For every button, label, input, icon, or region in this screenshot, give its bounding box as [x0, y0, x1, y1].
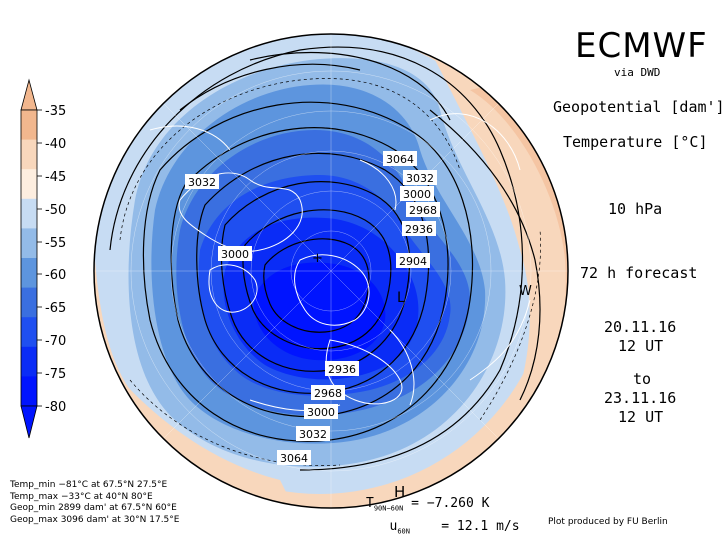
contour-label: 3064: [277, 450, 311, 465]
coastlines: [149, 113, 531, 411]
contour-label: 3064: [383, 151, 417, 166]
colorbar-cell: [21, 258, 37, 289]
field-temperature: Temperature [°C]: [563, 133, 708, 151]
svg-text:3000: 3000: [307, 406, 335, 419]
contour-label: 3000: [218, 246, 252, 261]
contour-label: 2936: [325, 361, 359, 376]
colorbar-tick-label: -80: [45, 400, 66, 415]
svg-text:2968: 2968: [409, 204, 437, 217]
svg-text:3032: 3032: [299, 428, 327, 441]
contour-label: 2968: [311, 385, 345, 400]
model-title: ECMWF: [575, 26, 708, 66]
temperature-field: [94, 34, 568, 508]
colorbar-tick-label: -50: [45, 203, 66, 218]
colorbar-cell: [21, 139, 37, 170]
low-marker: L: [397, 290, 405, 306]
colorbar: -35 -40 -45 -50 -55 -60 -65 -70 -75 -80: [20, 78, 66, 439]
pressure-level: 10 hPa: [608, 200, 663, 218]
colorbar-cell: [21, 376, 37, 407]
wind-diagnostic: u60N = 12.1 m/s: [366, 518, 520, 541]
colorbar-cell: [21, 317, 37, 348]
t-sub: 90N−60N: [373, 504, 404, 513]
colorbar-cell: [21, 198, 37, 229]
diagnostics: T90N−60N = −7.260 K u60N = 12.1 m/s: [366, 495, 520, 540]
contour-label: 3000: [400, 186, 434, 201]
svg-text:2936: 2936: [328, 363, 356, 376]
field-geopotential: Geopotential [dam']: [553, 98, 725, 116]
stat-geop-min: Geop_min 2899 dam' at 67.5°N 60°E: [10, 503, 177, 513]
pole-marker: +: [312, 251, 323, 266]
temperature-isotherms: [119, 78, 541, 466]
colorbar-tick-label: -60: [45, 268, 66, 283]
u-sub: 60N: [397, 527, 410, 536]
stat-temp-max: Temp_max −33°C at 40°N 80°E: [10, 491, 153, 502]
stat-temp-min: Temp_min −81°C at 67.5°N 27.5°E: [10, 480, 168, 490]
valid-date: 23.11.16: [604, 389, 677, 407]
forecast-range: 72 h forecast: [580, 264, 698, 282]
colorbar-cell: [21, 110, 37, 141]
contour-label: 2904: [396, 253, 430, 268]
svg-text:3032: 3032: [188, 176, 216, 189]
contour-label: 3032: [296, 426, 330, 441]
svg-text:3032: 3032: [406, 172, 434, 185]
colorbar-tick-label: -40: [45, 137, 66, 152]
colorbar-tick-label: -65: [45, 301, 66, 316]
geopotential-contours: [109, 46, 541, 471]
contour-label: 3032: [403, 170, 437, 185]
valid-time: 12 UT: [618, 408, 664, 426]
svg-text:3064: 3064: [280, 452, 308, 465]
svg-text:3064: 3064: [386, 153, 414, 166]
svg-text:2968: 2968: [314, 387, 342, 400]
svg-text:2904: 2904: [399, 255, 427, 268]
credit-text: Plot produced by FU Berlin: [548, 517, 668, 527]
svg-text:2936: 2936: [405, 223, 433, 236]
colorbar-cell: [21, 287, 37, 318]
t-label: T: [366, 496, 374, 511]
colorbar-tick-label: -75: [45, 367, 66, 382]
init-time: 12 UT: [618, 337, 664, 355]
colorbar-cell: [21, 346, 37, 377]
extrema-stats: Temp_min −81°C at 67.5°N 27.5°E Temp_max…: [10, 480, 179, 526]
svg-text:3000: 3000: [221, 248, 249, 261]
u-value: = 12.1 m/s: [441, 518, 520, 534]
t-value: = −7.260 K: [411, 496, 490, 511]
colorbar-tick-label: -45: [45, 170, 66, 185]
contour-label: 3032: [185, 174, 219, 189]
colorbar-cell: [21, 169, 37, 200]
u-label: u: [389, 518, 398, 534]
graticule: [94, 34, 568, 508]
contour-label: 3000: [304, 404, 338, 419]
temperature-diagnostic: T90N−60N = −7.260 K: [366, 495, 520, 518]
colorbar-tick-label: -55: [45, 236, 66, 251]
source-label: via DWD: [614, 66, 661, 79]
stat-geop-max: Geop_max 3096 dam' at 30°N 17.5°E: [10, 514, 180, 525]
init-date: 20.11.16: [604, 318, 677, 336]
colorbar-tick-label: -35: [45, 104, 66, 119]
colorbar-tick-label: -70: [45, 334, 66, 349]
warm-marker: W: [519, 284, 532, 299]
colorbar-top-arrow: [20, 78, 38, 111]
colorbar-cell: [21, 228, 37, 259]
contour-label: 2968: [406, 202, 440, 217]
contour-label: 2936: [402, 221, 436, 236]
svg-text:3000: 3000: [403, 188, 431, 201]
colorbar-bottom-arrow: [20, 405, 38, 439]
map-border: [93, 33, 569, 509]
high-marker: H: [394, 483, 405, 501]
contour-labels: 3064 3032 3000 2968 2936 2904 3032 3000 …: [185, 151, 440, 465]
to-label: to: [633, 370, 652, 388]
